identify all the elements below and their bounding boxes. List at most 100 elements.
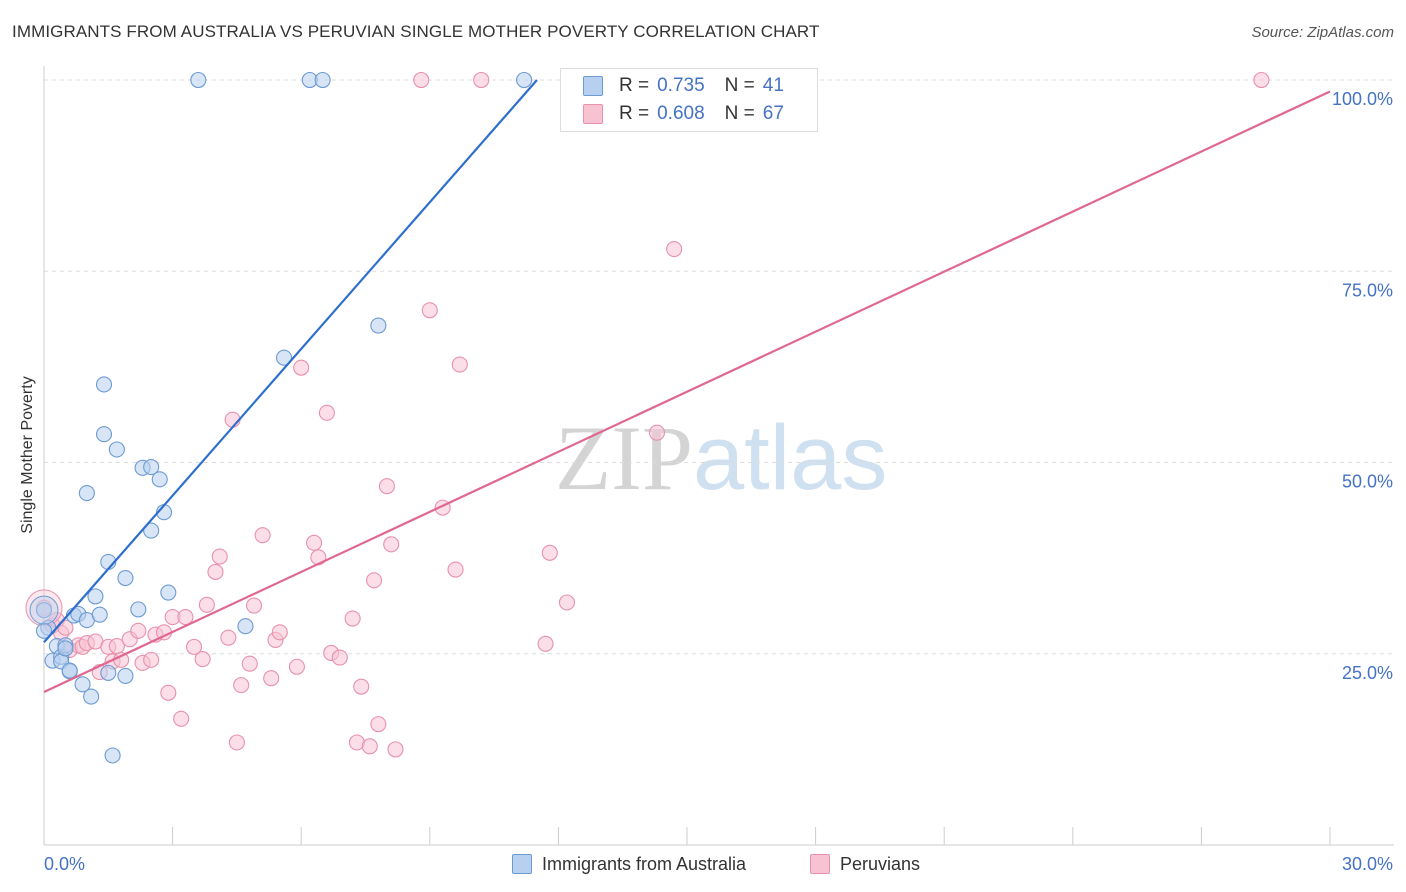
legend-n-label: N =: [724, 75, 755, 96]
peruvians-legend-swatch: [810, 854, 830, 874]
australia-point: [117, 569, 134, 587]
peruvians-point: [331, 649, 348, 666]
peruvians-point: [233, 677, 250, 694]
peruvians-point: [220, 629, 237, 646]
peruvians-point: [198, 596, 215, 613]
axes: [43, 66, 1394, 846]
x-tick-label: 0.0%: [44, 854, 85, 874]
peruvians-point: [473, 71, 490, 89]
y-tick-label: 100.0%: [1332, 89, 1393, 109]
australia-point: [74, 676, 91, 693]
australia-point: [83, 688, 100, 705]
watermark-atlas: atlas: [693, 407, 888, 509]
australia-point: [151, 471, 168, 488]
australia-swatch: [583, 76, 603, 96]
peruvians-point: [447, 561, 464, 578]
australia-legend-label: Immigrants from Australia: [542, 853, 747, 874]
australia-point: [276, 349, 293, 366]
australia-point: [57, 640, 74, 657]
x-tick-label: 30.0%: [1342, 854, 1393, 874]
peruvians-point: [378, 478, 395, 495]
legend-row-peruvians: R = 0.608 N = 67: [583, 102, 784, 126]
peruvians-point: [541, 544, 558, 561]
peruvians-trend-line: [43, 90, 1331, 693]
peruvians-point: [194, 651, 211, 668]
peruvians-point: [666, 241, 683, 258]
peruvians-point: [648, 424, 666, 441]
bottom-legend-peruvians: Peruvians: [810, 852, 920, 876]
peruvians-point: [344, 610, 361, 627]
australia-trend-line: [43, 79, 538, 644]
watermark: ZIPatlas: [555, 405, 887, 511]
source-label: Source: ZipAtlas.com: [1251, 24, 1394, 41]
australia-point: [108, 441, 125, 458]
peruvians-point: [288, 658, 305, 675]
australia-point: [117, 667, 134, 684]
y-tick-label: 25.0%: [1342, 663, 1393, 683]
peruvians-point: [413, 71, 430, 89]
peruvians-point: [370, 716, 387, 733]
peruvians-point: [353, 678, 370, 695]
australia-point: [237, 618, 254, 635]
y-tick-label: 50.0%: [1342, 472, 1393, 492]
peruvians-point: [318, 404, 335, 421]
legend-n-label: N =: [724, 103, 755, 124]
peruvians-point: [306, 534, 323, 551]
y-tick-label: 75.0%: [1342, 280, 1393, 300]
australia-point: [160, 584, 177, 601]
chart-title: IMMIGRANTS FROM AUSTRALIA VS PERUVIAN SI…: [12, 22, 820, 41]
peruvians-point: [537, 635, 554, 652]
peruvians-legend-label: Peruvians: [840, 853, 921, 874]
peruvians-point: [263, 670, 280, 687]
australia-point: [314, 71, 331, 89]
australia-point: [35, 622, 53, 639]
australia-point: [91, 606, 108, 623]
peruvians-swatch: [583, 104, 603, 124]
peruvians-point: [254, 527, 271, 544]
legend-n-value: 41: [762, 75, 784, 96]
australia-point: [35, 602, 53, 619]
peruvians-point: [211, 548, 228, 565]
australia-point: [100, 664, 117, 681]
peruvians-point: [245, 597, 263, 614]
peruvians-point: [130, 622, 147, 639]
peruvians-point: [361, 738, 378, 755]
australia-point: [143, 459, 160, 476]
peruvians-point: [241, 655, 258, 672]
y-axis-label: Single Mother Poverty: [19, 376, 36, 534]
peruvians-point: [228, 734, 245, 751]
australia-point: [78, 485, 95, 502]
grid-lines: [44, 79, 1394, 655]
peruvians-point: [293, 359, 310, 376]
australia-point: [61, 662, 78, 679]
legend-row-australia: R = 0.735 N = 41: [583, 74, 784, 98]
peruvians-point: [1253, 71, 1270, 89]
tick-labels: 25.0% 50.0% 75.0% 100.0% 0.0% 30.0%: [44, 89, 1393, 874]
australia-point: [143, 522, 160, 539]
australia-point: [95, 426, 113, 443]
peruvians-point: [160, 684, 177, 701]
peruvians-point: [387, 741, 404, 758]
trend-lines: [43, 79, 1331, 693]
peruvians-point: [366, 572, 383, 589]
australia-point: [95, 376, 113, 393]
legend-r-label: R =: [619, 75, 650, 96]
peruvians-point: [271, 624, 288, 641]
peruvians-point: [173, 710, 190, 727]
peruvians-point: [558, 594, 576, 611]
australia-point: [130, 601, 147, 618]
australia-point: [87, 588, 104, 605]
australia-cluster-point: [29, 595, 59, 625]
australia-legend-swatch: [512, 854, 532, 874]
australia-point: [104, 747, 121, 764]
legend-r-label: R =: [619, 103, 650, 124]
bottom-legend-australia: Immigrants from Australia: [512, 852, 746, 876]
legend-n-value: 67: [762, 103, 784, 124]
australia-points: [29, 71, 533, 764]
watermark-zip: ZIP: [555, 407, 693, 509]
peruvians-point: [207, 563, 224, 580]
peruvians-point: [185, 638, 203, 655]
australia-point: [190, 71, 207, 89]
peruvians-point: [383, 536, 400, 553]
